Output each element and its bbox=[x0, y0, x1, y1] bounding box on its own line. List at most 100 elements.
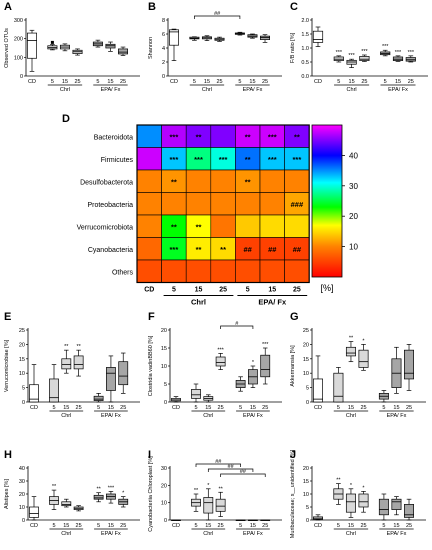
y-tick-label: 10 bbox=[161, 364, 167, 370]
y-tick-label: 2 bbox=[162, 60, 165, 66]
x-tick-label: 15 bbox=[393, 523, 399, 529]
y-tick-label: 5 bbox=[22, 386, 25, 392]
box-0 bbox=[169, 28, 179, 61]
y-tick-label: 0 bbox=[162, 74, 165, 80]
x-tick-label: 15 bbox=[349, 79, 355, 85]
heatmap-cell bbox=[235, 259, 261, 283]
box-iqr bbox=[358, 349, 369, 368]
significance-label: *** bbox=[408, 50, 415, 56]
bracket-label: ## bbox=[228, 464, 235, 470]
y-tick-label: 10 bbox=[161, 501, 167, 507]
box-iqr bbox=[118, 361, 129, 386]
significance-label: ** bbox=[64, 344, 69, 350]
panel-letter: H bbox=[4, 449, 12, 461]
significance-label: * bbox=[362, 338, 365, 344]
significance-label: ** bbox=[194, 488, 199, 494]
group-label: EPA/ Fx bbox=[243, 87, 263, 93]
x-tick-label: 15 bbox=[204, 79, 210, 85]
heatmap-cell-annotation: *** bbox=[170, 132, 179, 141]
heatmap-cell-annotation: *** bbox=[194, 155, 203, 164]
panel-letter: B bbox=[148, 1, 156, 13]
y-tick-label: 20 bbox=[303, 466, 309, 472]
heatmap-row-label: Firmicutes bbox=[101, 157, 134, 164]
significance-label: *** bbox=[217, 347, 224, 353]
heatmap-cell-annotation: *** bbox=[293, 155, 302, 164]
significance-label: *** bbox=[395, 50, 402, 56]
group-label: Chrl bbox=[202, 87, 212, 93]
significance-label: ** bbox=[52, 484, 57, 490]
box-0 bbox=[313, 514, 323, 521]
box-1 bbox=[191, 383, 201, 403]
x-tick-label: 25 bbox=[120, 405, 126, 411]
group-label: Chrl bbox=[191, 298, 206, 307]
x-tick-label: 15 bbox=[348, 405, 354, 411]
group-label: Chrl bbox=[347, 87, 357, 93]
box-4 bbox=[235, 376, 246, 392]
y-axis-label: Muribaculaceae; s__unidentified [%] bbox=[290, 449, 296, 538]
x-tick-label: CD bbox=[314, 523, 322, 529]
bracket-label: ## bbox=[214, 11, 221, 17]
heatmap-cell bbox=[259, 192, 285, 216]
heatmap-cell bbox=[284, 169, 310, 193]
significance-label: * bbox=[122, 491, 125, 497]
box-3: * bbox=[358, 485, 369, 513]
x-tick-label: 5 bbox=[52, 405, 55, 411]
y-tick-label: 0 bbox=[20, 74, 23, 80]
significance-label: ** bbox=[76, 344, 81, 350]
group-label: Chrl bbox=[60, 87, 70, 93]
box-iqr bbox=[345, 346, 356, 357]
colorbar-tick-label: 40 bbox=[349, 151, 358, 160]
panel-e: E 0 5 10 15 20 25 Verrucomicrobiae [%] ** ** CD 5 15… bbox=[4, 311, 140, 419]
box-iqr bbox=[169, 29, 179, 46]
box-2 bbox=[203, 394, 214, 403]
heatmap-col-label: 5 bbox=[246, 287, 250, 294]
heatmap-row-label: Cyanobacteria bbox=[88, 247, 133, 254]
box-iqr bbox=[312, 30, 324, 43]
x-tick-label: 25 bbox=[216, 79, 222, 85]
box-iqr bbox=[93, 395, 104, 401]
x-tick-label: 5 bbox=[239, 405, 242, 411]
heatmap-col-label: 5 bbox=[172, 287, 176, 294]
colorbar-tick-label: 10 bbox=[349, 243, 358, 252]
panel-a: A 0 100 200 300 Observed OTUs CD 5 15 25 5 15 25 Chrl… bbox=[4, 1, 140, 93]
colorbar-tick-label: 30 bbox=[349, 182, 358, 191]
y-tick-label: 10 bbox=[303, 492, 309, 498]
box-iqr bbox=[313, 378, 323, 403]
significance-label: * bbox=[362, 485, 365, 491]
heatmap-cell-annotation: ** bbox=[171, 177, 177, 186]
box-4 bbox=[93, 393, 104, 403]
group-label: Chrl bbox=[61, 531, 71, 537]
box-6 bbox=[118, 352, 129, 394]
y-tick-label: 10 bbox=[19, 371, 25, 377]
x-tick-label: 5 bbox=[194, 523, 197, 529]
y-tick-label: 2.0 bbox=[301, 18, 309, 24]
y-axis-label: Shannon bbox=[148, 37, 154, 59]
box-3: ** bbox=[73, 344, 84, 377]
box-3 bbox=[214, 36, 225, 42]
panel-b: B 0 2 4 6 8 Shannon CD 5 15 25 5 15 25 Chrl EPA/ Fx ## bbox=[148, 1, 282, 93]
box-2 bbox=[61, 498, 72, 508]
comparison-bracket bbox=[195, 463, 241, 467]
x-tick-label: CD bbox=[28, 79, 36, 85]
x-tick-label: 15 bbox=[348, 523, 354, 529]
comparison-bracket bbox=[220, 325, 254, 329]
heatmap-cell bbox=[210, 192, 236, 216]
box-2: ** bbox=[61, 344, 72, 374]
x-tick-label: 25 bbox=[406, 523, 412, 529]
heatmap-col-label: 15 bbox=[195, 287, 203, 294]
y-tick-label: 300 bbox=[14, 18, 23, 24]
box-4 bbox=[234, 31, 245, 36]
box-6 bbox=[260, 34, 271, 43]
heatmap-row-label: Verrucomicrobiota bbox=[77, 224, 134, 231]
significance-label: * bbox=[350, 483, 353, 489]
box-iqr bbox=[93, 494, 104, 500]
box-0 bbox=[312, 26, 324, 47]
outlier-point bbox=[50, 40, 54, 44]
x-tick-label: 25 bbox=[76, 405, 82, 411]
box-iqr bbox=[118, 48, 129, 55]
y-tick-label: 8 bbox=[162, 18, 165, 24]
